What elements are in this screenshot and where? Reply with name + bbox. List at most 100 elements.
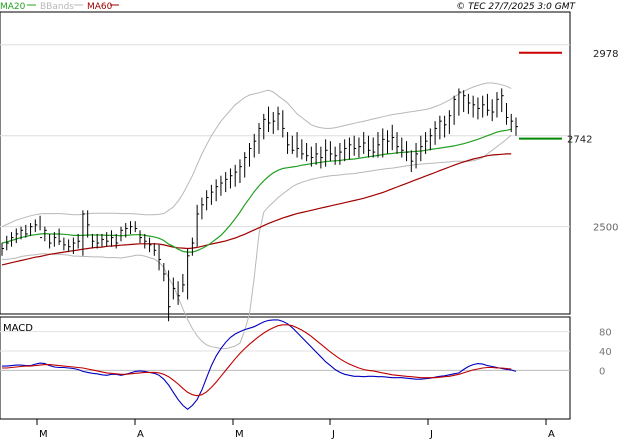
price-bar xyxy=(268,106,271,133)
price-bar xyxy=(358,137,361,158)
price-bar xyxy=(425,132,428,154)
macd-tick-label: 80 xyxy=(599,328,612,339)
price-bar xyxy=(420,135,423,162)
price-bar xyxy=(348,137,352,160)
time-tick-label: A xyxy=(548,429,555,440)
price-bar xyxy=(334,146,338,165)
price-bar xyxy=(220,175,223,196)
price-bar xyxy=(491,99,495,122)
copyright-text: © TEC 27/7/2025 3:0 GMT xyxy=(456,2,576,12)
price-axis: 2500 xyxy=(593,223,618,234)
macd-axis: 80 40 0 xyxy=(599,328,612,378)
price-bar xyxy=(353,135,357,156)
price-bar xyxy=(72,237,76,254)
price-bar xyxy=(229,168,233,189)
price-bar xyxy=(277,106,281,131)
price-bar xyxy=(30,223,33,236)
legend-label-ma20: MA20 xyxy=(0,2,26,12)
price-bar xyxy=(510,113,514,133)
price-bar xyxy=(82,210,85,256)
price-gridlines xyxy=(0,44,570,228)
price-bar xyxy=(144,233,147,249)
price-bar xyxy=(15,228,19,244)
time-tick-label: J xyxy=(331,429,335,440)
price-bar xyxy=(515,117,518,136)
price-bar xyxy=(496,92,499,118)
legend-label-bbands: BBands xyxy=(40,2,74,12)
price-bar xyxy=(115,233,119,249)
price-bar xyxy=(467,93,471,114)
price-bar xyxy=(11,232,14,247)
price-bar xyxy=(401,137,404,158)
price-bar xyxy=(187,248,190,300)
price-bar xyxy=(158,244,162,271)
price-bar xyxy=(215,179,219,202)
chart-frame xyxy=(0,11,571,420)
price-bar xyxy=(206,190,209,211)
price-bar xyxy=(163,263,166,282)
price-bar xyxy=(444,115,447,138)
price-bar xyxy=(77,233,81,249)
price-bar xyxy=(410,150,414,173)
legend: MA20 BBands MA60 xyxy=(0,2,119,12)
time-tick-label: J xyxy=(429,429,433,440)
price-bar xyxy=(20,226,24,240)
macd-series-path xyxy=(2,319,517,411)
ma60-path xyxy=(1,153,512,266)
price-bar xyxy=(225,172,228,193)
macd-series-path xyxy=(2,324,512,397)
price-bar xyxy=(344,139,347,162)
price-bar xyxy=(301,139,304,160)
price-bar xyxy=(306,142,309,162)
price-level-label: 2978 xyxy=(593,49,618,60)
price-bar xyxy=(125,223,128,238)
price-bar xyxy=(429,128,433,151)
price-bar xyxy=(196,204,200,247)
price-bar xyxy=(39,215,43,239)
price-bar xyxy=(315,142,319,165)
price-bar xyxy=(272,112,276,134)
macd-title: MACD xyxy=(3,323,33,334)
price-bar xyxy=(439,115,442,140)
time-tick-label: M xyxy=(235,429,244,440)
bollinger-bands xyxy=(1,82,512,350)
price-bar xyxy=(325,139,328,167)
price-bar xyxy=(210,184,214,205)
price-bar xyxy=(258,122,261,154)
price-bar xyxy=(448,110,452,134)
price-bar xyxy=(153,243,157,256)
price-level-label: 2742 xyxy=(567,135,592,146)
price-bar xyxy=(291,135,295,154)
price-bar xyxy=(391,124,395,151)
legend-label-ma60: MA60 xyxy=(87,2,113,12)
price-bar xyxy=(253,133,257,158)
price-bar xyxy=(49,233,52,249)
price-bar xyxy=(68,239,71,253)
price-bar xyxy=(477,97,480,120)
time-tick-label: M xyxy=(39,429,48,440)
price-bar xyxy=(106,232,109,247)
price-bar xyxy=(505,102,509,125)
price-bar xyxy=(34,219,38,233)
price-bar xyxy=(139,230,143,244)
price-bar xyxy=(91,233,95,249)
price-bar xyxy=(149,237,152,253)
macd-tick-label: 40 xyxy=(599,347,612,358)
price-bar xyxy=(53,232,57,247)
price-bar xyxy=(406,141,409,162)
price-bar xyxy=(234,164,238,187)
price-bar xyxy=(486,93,490,116)
price-bar xyxy=(363,132,366,154)
price-bar xyxy=(134,221,138,233)
price-bar xyxy=(482,95,485,118)
price-bar xyxy=(287,132,290,154)
price-bar xyxy=(367,135,371,158)
ma20-path xyxy=(1,128,512,253)
price-bar xyxy=(339,142,342,165)
macd-tick-label: 0 xyxy=(599,366,605,377)
price-bar xyxy=(168,270,171,322)
price-bar xyxy=(329,141,333,162)
price-bar xyxy=(434,121,438,145)
price-bar xyxy=(44,226,47,242)
